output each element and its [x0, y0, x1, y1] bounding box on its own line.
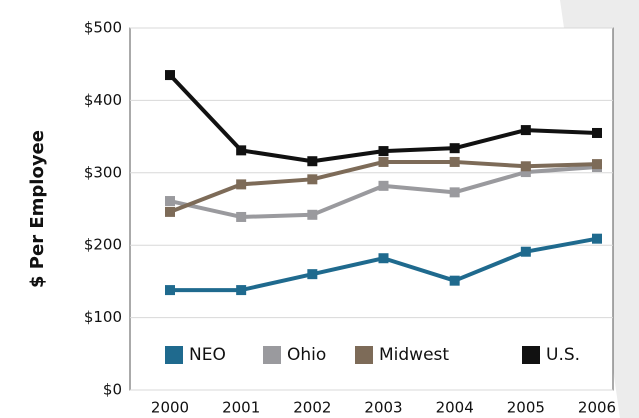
point-marker	[165, 196, 175, 207]
point-marker	[449, 187, 460, 198]
y-tick-label: $100	[84, 308, 122, 326]
point-marker	[592, 233, 602, 244]
legend-label: U.S.	[546, 345, 580, 365]
point-marker	[449, 156, 460, 167]
point-marker	[378, 156, 389, 167]
point-marker	[520, 125, 531, 136]
x-tick-label: 2005	[507, 399, 545, 417]
point-marker	[449, 143, 460, 154]
point-marker	[592, 159, 602, 170]
y-tick-label: $300	[84, 163, 122, 181]
legend-swatch	[355, 346, 373, 364]
point-marker	[520, 246, 531, 257]
point-marker	[592, 127, 602, 138]
legend-label: Midwest	[379, 345, 449, 365]
point-marker	[236, 145, 247, 156]
x-tick-label: 2000	[151, 399, 189, 417]
y-tick-label: $0	[103, 381, 122, 399]
point-marker	[307, 174, 318, 185]
x-tick-label: 2004	[436, 399, 474, 417]
y-axis-label: $ Per Employee	[27, 130, 48, 288]
y-tick-label: $500	[84, 19, 122, 37]
y-tick-label: $200	[84, 236, 122, 254]
x-tick-label: 2003	[364, 399, 402, 417]
legend-label: Ohio	[287, 345, 326, 365]
x-tick-label: 2006	[578, 399, 616, 417]
point-marker	[520, 167, 531, 178]
point-marker	[307, 156, 318, 167]
point-marker	[520, 161, 531, 172]
legend-swatch	[263, 346, 281, 364]
point-marker	[378, 180, 389, 191]
legend-label: NEO	[189, 345, 226, 365]
point-marker	[165, 70, 175, 81]
point-marker	[236, 211, 247, 222]
point-marker	[378, 146, 389, 157]
point-marker	[236, 179, 247, 190]
y-tick-label: $400	[84, 91, 122, 109]
point-marker	[307, 209, 318, 220]
x-tick-label: 2001	[222, 399, 260, 417]
legend-swatch	[522, 346, 540, 364]
legend-swatch	[165, 346, 183, 364]
point-marker	[165, 285, 175, 296]
point-marker	[378, 253, 389, 264]
point-marker	[165, 206, 175, 217]
point-marker	[449, 275, 460, 286]
x-tick-label: 2002	[293, 399, 331, 417]
point-marker	[236, 285, 247, 296]
point-marker	[307, 269, 318, 280]
